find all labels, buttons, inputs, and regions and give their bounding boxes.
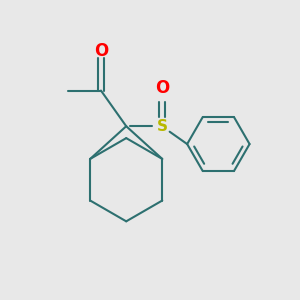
Text: S: S — [156, 119, 167, 134]
Text: O: O — [94, 42, 108, 60]
Text: O: O — [155, 80, 169, 98]
